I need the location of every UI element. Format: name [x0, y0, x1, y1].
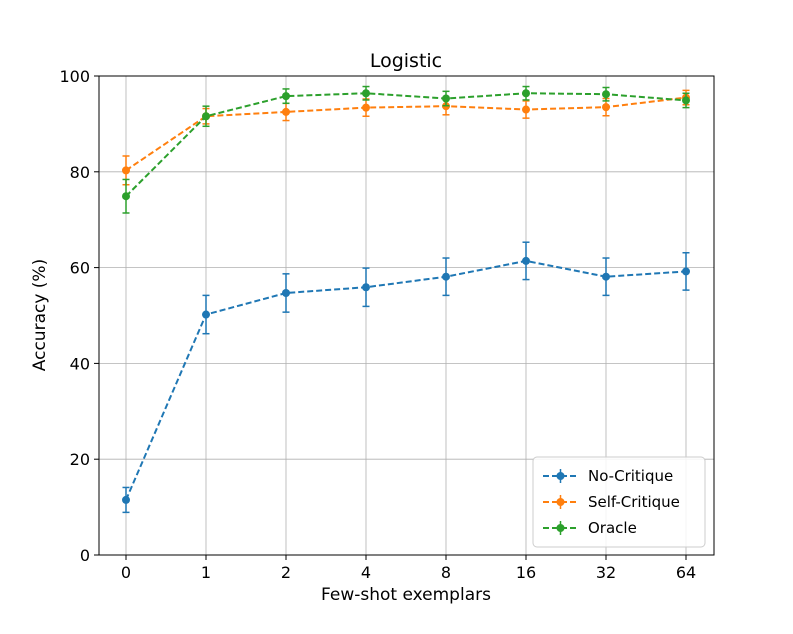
data-point-self-critique: [522, 105, 530, 114]
series-line-no-critique: [125, 259, 687, 501]
data-point-oracle: [682, 96, 690, 105]
y-tick-label: 80: [70, 163, 90, 182]
x-tick-label: 1: [201, 563, 211, 582]
legend-marker-oracle: [556, 524, 565, 532]
x-tick-label: 2: [281, 563, 291, 582]
data-point-no-critique: [442, 272, 450, 281]
x-tick-label: 64: [676, 563, 696, 582]
legend-label-no-critique: No-Critique: [588, 467, 673, 485]
data-point-no-critique: [602, 272, 610, 281]
axes: 0 1 2 4 8 16 32 64 0 20 40 60 80 100: [59, 67, 696, 582]
chart-title: Logistic: [370, 50, 442, 72]
data-point-self-critique: [122, 166, 130, 175]
legend-label-oracle: Oracle: [588, 519, 637, 537]
x-tick-label: 32: [596, 563, 616, 582]
data-point-no-critique: [122, 495, 130, 504]
legend: No-Critique Self-Critique Oracle: [532, 456, 706, 548]
y-tick-label: 0: [80, 546, 90, 565]
x-axis-label: Few-shot exemplars: [321, 585, 491, 605]
series-line-oracle: [125, 92, 687, 197]
plot-frame: [98, 75, 715, 556]
y-tick-label: 40: [70, 354, 90, 373]
data-point-oracle: [602, 90, 610, 99]
y-axis-label: Accuracy (%): [30, 259, 50, 371]
series-line-self-critique: [125, 96, 687, 172]
data-point-oracle: [282, 92, 290, 101]
data-point-oracle: [122, 192, 130, 201]
data-point-oracle: [442, 94, 450, 103]
data-point-self-critique: [282, 107, 290, 116]
y-tick-label: 60: [70, 259, 90, 278]
data-point-no-critique: [362, 283, 370, 292]
legend-label-self-critique: Self-Critique: [588, 493, 680, 511]
x-tick-label: 4: [361, 563, 371, 582]
legend-marker-self-critique: [556, 498, 565, 506]
legend-marker-no-critique: [556, 472, 565, 480]
data-point-no-critique: [682, 267, 690, 276]
data-point-no-critique: [522, 256, 530, 265]
data-point-self-critique: [362, 103, 370, 112]
y-tick-label: 20: [70, 450, 90, 469]
x-tick-label: 0: [121, 563, 131, 582]
data-point-self-critique: [602, 103, 610, 112]
legend-box: [532, 456, 706, 548]
y-tick-label: 100: [59, 67, 90, 86]
plot-series: [122, 85, 690, 514]
data-point-oracle: [202, 112, 210, 121]
data-point-no-critique: [282, 288, 290, 297]
x-tick-label: 16: [516, 563, 536, 582]
x-tick-label: 8: [441, 563, 451, 582]
data-point-oracle: [362, 89, 370, 98]
data-point-oracle: [522, 89, 530, 98]
data-point-no-critique: [202, 310, 210, 319]
